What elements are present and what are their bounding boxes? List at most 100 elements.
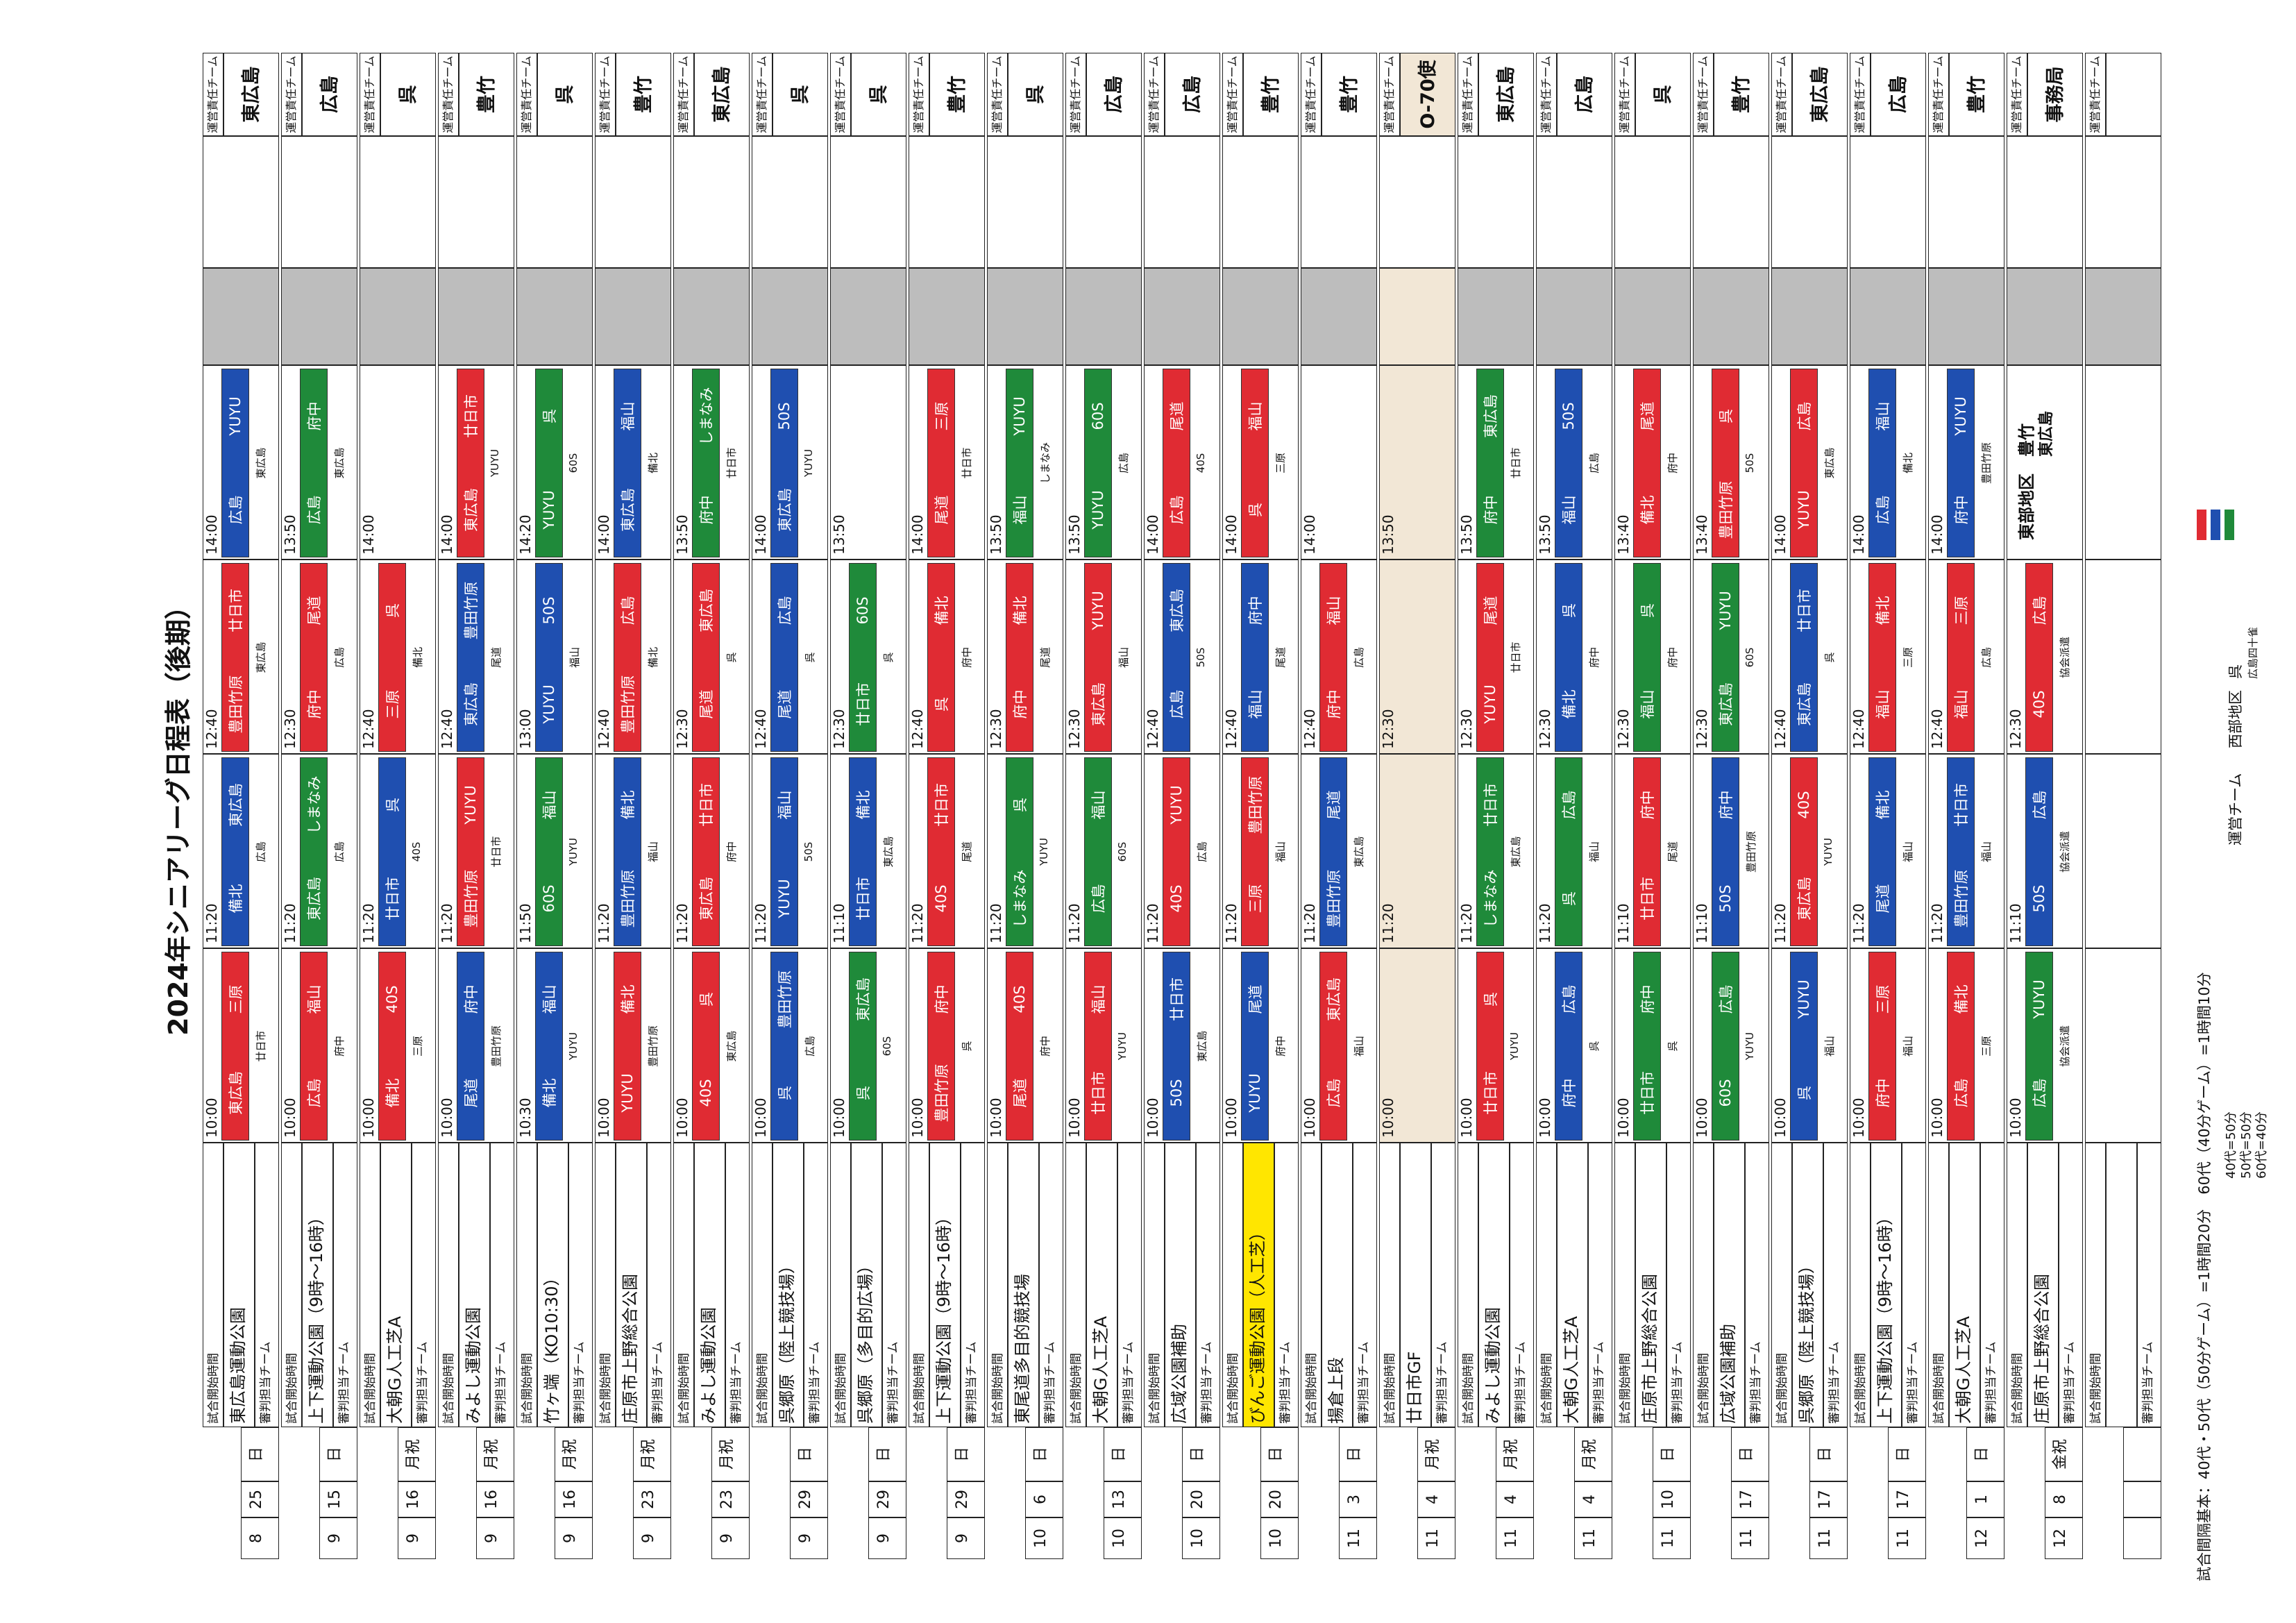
- home-team: 東広島: [1090, 682, 1107, 726]
- spare-slot-2: [438, 136, 514, 268]
- date-w: 月祝: [1574, 1427, 1612, 1481]
- referee-team: 府中: [725, 841, 738, 863]
- away-team: YUYU: [462, 785, 479, 825]
- game-time: 12:40: [909, 709, 926, 749]
- game-slot: 14:00 府中 YUYU 豊田竹原: [1928, 365, 2004, 560]
- schedule-day-row: 11 17 日試合開始時間 呉郷原（陸上競技場） 審判担当チーム 10:00 呉 YUYU 福山…: [1771, 53, 1848, 1559]
- match-bar: 尾道 府中: [457, 952, 484, 1141]
- match-bar: 府中 福山: [1319, 563, 1347, 752]
- home-team: 府中: [698, 495, 715, 525]
- away-team: 東広島: [1169, 589, 1185, 632]
- game-time: 12:30: [831, 709, 847, 749]
- spare-slot: [1301, 268, 1377, 365]
- home-team: 備北: [1639, 495, 1656, 525]
- game-time: 10:00: [1929, 1098, 1945, 1138]
- referee-team: 府中: [1039, 1036, 1052, 1057]
- away-team: 50S: [541, 596, 557, 625]
- date-d: 6: [1025, 1481, 1063, 1517]
- responsible-label: 運営責任チーム: [1065, 53, 1086, 136]
- game-slot: 12:40 福山 府中 尾道: [1222, 560, 1299, 754]
- responsible-team: 豊竹: [929, 53, 985, 136]
- referee-label: 審判担当チーム: [333, 1143, 357, 1427]
- venue-name: 上下運動公園（9時～16時）: [929, 1143, 961, 1427]
- away-team: 備北: [934, 596, 950, 625]
- date-w: 日: [1025, 1427, 1063, 1481]
- away-team: 福山: [1247, 401, 1264, 431]
- game-time: 10:00: [1615, 1098, 1632, 1138]
- game-time: 11:20: [1301, 903, 1318, 943]
- match-bar: YUYU 尾道: [1241, 952, 1269, 1141]
- game-slot: 11:20 備北 東広島 広島: [203, 754, 279, 948]
- referee-team: 尾道: [1666, 841, 1679, 863]
- game-time: 12:40: [1929, 709, 1945, 749]
- home-team: 三原: [385, 689, 401, 719]
- away-team: 広島: [620, 596, 636, 625]
- away-team: 福山: [1090, 790, 1107, 820]
- match-bar: しまなみ 廿日市: [1476, 757, 1504, 946]
- away-team: YUYU: [1011, 396, 1028, 436]
- referee-team: YUYU: [1038, 837, 1050, 866]
- game-time: 12:40: [752, 709, 769, 749]
- home-team: 備北: [228, 884, 244, 914]
- start-time-label: 試合開始時間: [1222, 1143, 1243, 1427]
- venue-name: 庄原市上野総合公園: [2027, 1143, 2059, 1427]
- responsible-label: 運営責任チーム: [909, 53, 929, 136]
- game-time: 10:00: [1145, 1098, 1161, 1138]
- referee-team: 50S: [1195, 647, 1207, 668]
- venue-name: みよし運動公園: [459, 1143, 490, 1427]
- responsible-label: 運営責任チーム: [1614, 53, 1635, 136]
- date-d: 4: [1417, 1481, 1455, 1517]
- home-team: 福山: [1561, 495, 1578, 525]
- referee-team: 呉: [882, 652, 895, 663]
- referee-label: 審判担当チーム: [1274, 1143, 1299, 1427]
- home-team: 尾道: [1012, 1078, 1029, 1108]
- date-w: 日: [1809, 1427, 1848, 1481]
- referee-label: 審判担当チーム: [1745, 1143, 1769, 1427]
- home-team: 福山: [1875, 689, 1891, 719]
- home-team: 40S: [2031, 690, 2048, 718]
- away-team: 備北: [620, 984, 636, 1014]
- home-team: 廿日市: [855, 682, 872, 726]
- spare-slot: [281, 268, 357, 365]
- game-slot: 10:00 呉 YUYU 福山: [1771, 948, 1848, 1143]
- spare-slot: [987, 268, 1063, 365]
- home-team: 広島: [1169, 495, 1185, 525]
- referee-team: 40S: [1195, 453, 1207, 473]
- match-bar: 東広島 福山: [614, 369, 641, 557]
- game-slot: 12:30 40S 広島 協会派遣: [2007, 560, 2083, 754]
- schedule-day-row: 9 16 月祝 試合開始時間 みよし運動公園 審判担当チーム 10:00 尾道 府中 豊田竹原 11…: [438, 53, 514, 1559]
- game-slot: 12:30 福山 呉府中: [1614, 560, 1691, 754]
- date-m: 9: [633, 1517, 671, 1559]
- away-team: 呉: [1718, 409, 1734, 423]
- home-team: 東広島: [463, 682, 480, 726]
- game-slot: 12:30 YUYU 尾道 廿日市: [1458, 560, 1534, 754]
- referee-team: 東広島: [1353, 836, 1365, 868]
- game-slot: 12:30 尾道 東広島呉: [673, 560, 750, 754]
- referee-team: 東広島: [1510, 836, 1522, 868]
- away-team: 備北: [1875, 790, 1891, 820]
- responsible-team: 呉: [380, 53, 436, 136]
- game-time: 11:20: [596, 903, 612, 943]
- match-bar: 豊田竹原 尾道: [1319, 757, 1347, 946]
- game-slot: 14:00 東広島 50S YUYU: [752, 365, 828, 560]
- schedule-day-row: 9 29 日試合開始時間 呉郷原（陸上競技場） 審判担当チーム 10:00 呉豊田竹原 広島 1…: [752, 53, 828, 1559]
- game-slot: 10:00 府中 三原 福山: [1850, 948, 1926, 1143]
- referee-team: 協会派遣: [2059, 1025, 2071, 1068]
- start-time-label: 試合開始時間: [2007, 1143, 2027, 1427]
- away-team: YUYU: [227, 396, 244, 436]
- referee-team: 尾道: [1039, 647, 1052, 668]
- game-slot: 10:00 広島 備北 三原: [1928, 948, 2004, 1143]
- game-slot: 13:50 YUYU 60S 広島: [1065, 365, 1142, 560]
- home-team: 広島: [1090, 884, 1107, 914]
- game-slot: 13:50 福山 YUYU しまなみ: [987, 365, 1063, 560]
- referee-team: 広島: [1196, 841, 1208, 863]
- game-time: 13:40: [1615, 514, 1632, 555]
- schedule-day-row: 11 4 月祝 試合開始時間 大朝G人工芝A 審判担当チーム 10:00 府中 広島呉 11:20…: [1536, 53, 1612, 1559]
- home-team: 広島: [1169, 689, 1185, 719]
- schedule-day-row: 10 13 日試合開始時間 大朝G人工芝A 審判担当チーム 10:00 廿日市 福山 YUYU 1…: [1065, 53, 1142, 1559]
- match-bar: 備北 40S: [378, 952, 406, 1141]
- away-team: 豊田竹原: [1247, 775, 1264, 834]
- home-team: 備北: [541, 1078, 558, 1108]
- home-team: YUYU: [1247, 1073, 1263, 1113]
- match-bar: YUYU 50S: [535, 563, 563, 752]
